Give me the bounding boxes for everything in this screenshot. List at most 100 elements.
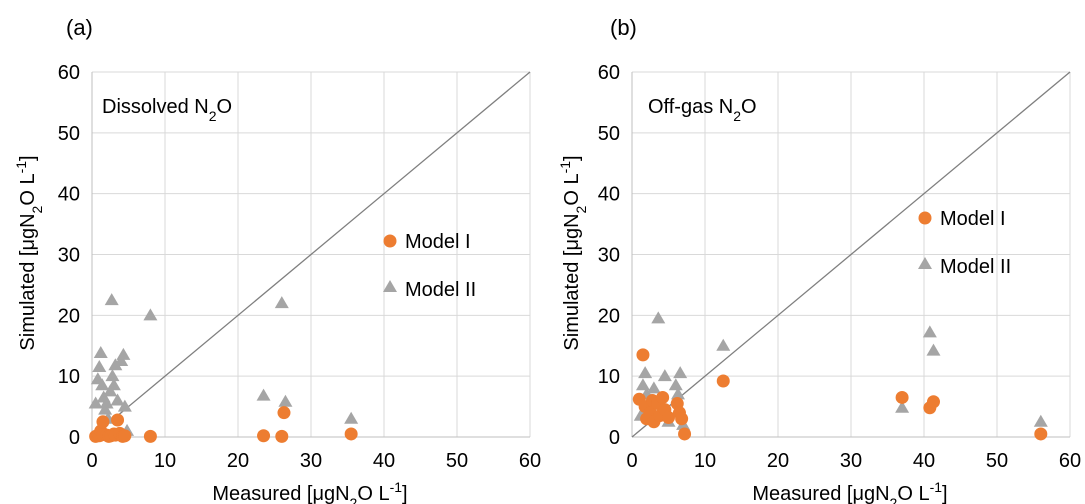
point-model-ii [668, 378, 683, 391]
x-tick-label: 50 [986, 450, 1008, 472]
y-tick-label: 0 [69, 427, 80, 449]
point-model-ii [895, 400, 910, 413]
point-model-ii [98, 402, 113, 415]
x-tick-label: 0 [86, 450, 97, 472]
y-tick-label: 0 [609, 427, 620, 449]
point-model-ii [95, 378, 110, 391]
point-model-i [1034, 427, 1048, 441]
legend-b: Model I Model II [918, 208, 1011, 278]
point-model-ii [105, 369, 120, 382]
panel-label-b: (b) [610, 15, 637, 40]
point-model-ii [92, 360, 107, 373]
point-model-ii [256, 388, 271, 401]
legend-a: Model I Model II [383, 231, 476, 301]
point-model-ii [114, 353, 129, 366]
point-model-ii [926, 343, 941, 356]
annotation-dissolved-n2o: Dissolved N2O [102, 96, 232, 124]
legend-marker-model-i [918, 211, 932, 225]
point-model-ii [638, 366, 653, 379]
legend-label-model-i: Model I [940, 208, 1006, 230]
legend-label-model-ii: Model II [940, 256, 1011, 278]
point-model-i [344, 427, 358, 441]
point-model-i [716, 374, 730, 388]
point-model-ii [106, 378, 121, 391]
y-tick-label: 50 [598, 123, 620, 145]
point-model-ii [103, 384, 118, 397]
x-axis-label-b: Measured [μgN2O L-1] [752, 479, 947, 504]
x-tick-label: 60 [1059, 450, 1081, 472]
annotation-off-gas-n2o: Off-gas N2O [648, 96, 757, 124]
point-model-ii [99, 396, 114, 409]
x-tick-label: 30 [840, 450, 862, 472]
point-model-ii [93, 346, 108, 359]
point-model-i [895, 390, 909, 404]
point-model-i [678, 427, 692, 441]
x-tick-label: 10 [154, 450, 176, 472]
y-tick-label: 50 [58, 123, 80, 145]
point-model-ii [922, 325, 937, 338]
point-model-ii [143, 308, 158, 321]
point-model-ii [117, 399, 132, 412]
y-tick-label: 40 [58, 184, 80, 206]
point-model-ii [278, 394, 293, 407]
y-tick-label: 30 [598, 245, 620, 267]
y-tick-label: 60 [598, 62, 620, 84]
point-model-ii [110, 393, 125, 406]
point-model-i [926, 395, 940, 409]
point-model-ii [274, 296, 289, 309]
point-model-i [656, 390, 670, 404]
y-axis-label-a: Simulated [μgN2O L-1] [13, 155, 45, 350]
point-model-ii [670, 387, 685, 400]
legend-label-model-i: Model I [405, 231, 471, 253]
point-model-i [143, 429, 157, 443]
panel-a: (a) 0 10 20 30 40 50 60 0 10 20 30 40 50 60 Dissolved… [13, 15, 541, 504]
point-model-ii [104, 293, 119, 306]
x-tick-label: 40 [913, 450, 935, 472]
point-model-ii [88, 396, 103, 409]
x-tick-label: 30 [300, 450, 322, 472]
legend-marker-model-ii [918, 257, 932, 269]
point-model-i [277, 406, 291, 420]
identity-line [631, 71, 1071, 438]
point-model-i [636, 348, 650, 362]
x-tick-label: 60 [519, 450, 541, 472]
x-tick-label: 50 [446, 450, 468, 472]
point-model-ii [657, 369, 672, 382]
x-tick-label: 10 [694, 450, 716, 472]
x-tick-label: 0 [626, 450, 637, 472]
point-model-ii [1033, 414, 1048, 427]
y-tick-label: 60 [58, 62, 80, 84]
point-model-i [675, 412, 689, 426]
point-model-ii [635, 378, 650, 391]
point-model-ii [116, 347, 131, 360]
x-tick-label: 40 [373, 450, 395, 472]
y-tick-label: 20 [58, 305, 80, 327]
y-tick-label: 30 [58, 245, 80, 267]
x-tick-label: 20 [767, 450, 789, 472]
y-tick-label: 20 [598, 305, 620, 327]
point-model-ii [646, 381, 661, 394]
point-model-ii [344, 411, 359, 424]
legend-marker-model-ii [383, 280, 397, 292]
point-model-ii [651, 311, 666, 324]
x-axis-label-a: Measured [μgN2O L-1] [212, 479, 407, 504]
y-axis-label-b: Simulated [μgN2O L-1] [557, 155, 589, 350]
legend-marker-model-i [383, 234, 397, 248]
panel-b: (b) 0 10 20 30 40 50 60 0 10 20 30 40 50 60 Off-gas N… [557, 15, 1081, 504]
x-tick-label: 20 [227, 450, 249, 472]
point-model-i [118, 429, 132, 443]
y-tick-label: 40 [598, 184, 620, 206]
y-tick-label: 10 [598, 366, 620, 388]
point-model-i [111, 413, 125, 427]
point-model-i [662, 411, 675, 425]
legend-label-model-ii: Model II [405, 279, 476, 301]
point-model-i [275, 429, 289, 443]
panel-label-a: (a) [66, 15, 93, 40]
point-model-i [96, 415, 110, 429]
identity-line [91, 71, 531, 438]
point-model-ii [716, 338, 731, 351]
point-model-ii [673, 366, 688, 379]
point-model-i [257, 429, 271, 443]
y-tick-label: 10 [58, 366, 80, 388]
